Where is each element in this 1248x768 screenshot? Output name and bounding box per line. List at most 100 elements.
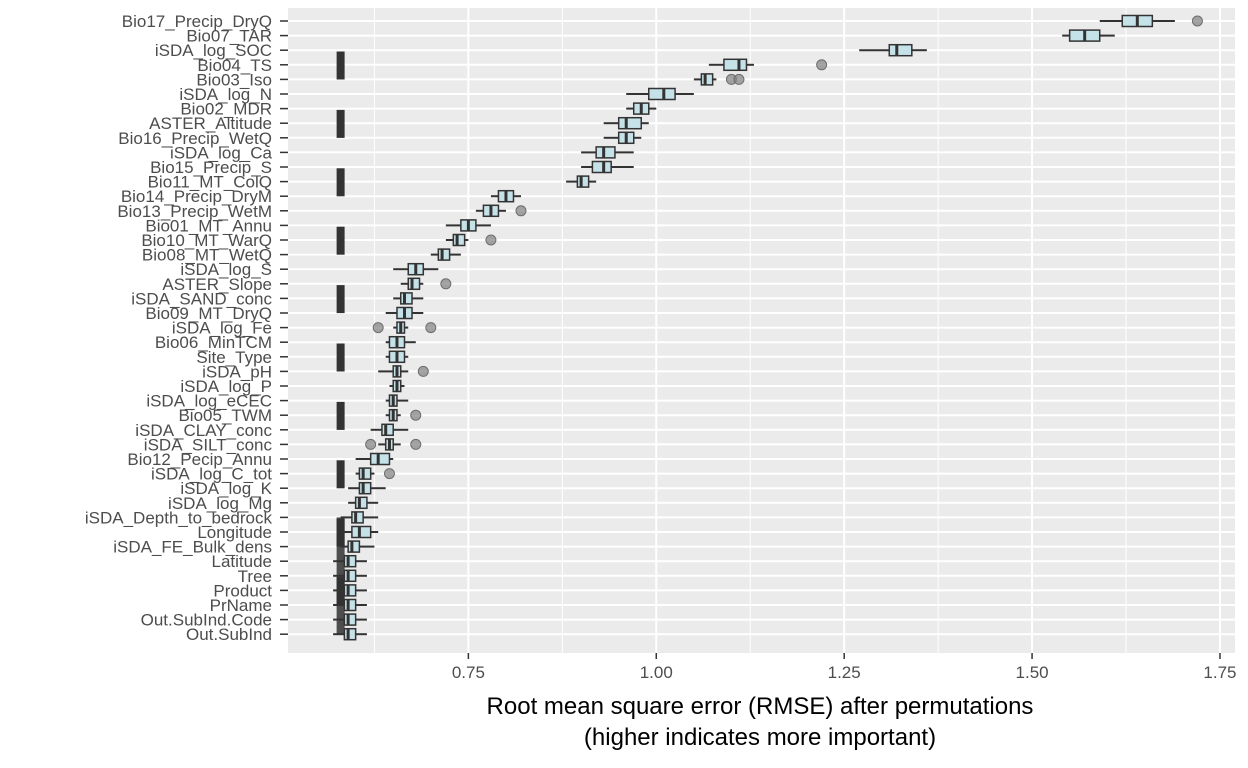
box-out-subind	[333, 627, 367, 641]
y-tick-label: iSDA_log_K	[180, 479, 272, 498]
y-tick-label: Bio08_MT_WetQ	[142, 246, 272, 265]
y-tick-label: Bio05_TWM	[178, 406, 272, 425]
box-bio02-mdr	[626, 102, 657, 115]
outlier-point	[733, 73, 745, 85]
box-isda-log-c-tot	[355, 467, 395, 480]
x-axis-subtitle: (higher indicates more important)	[584, 724, 936, 751]
baseline-dash	[336, 51, 345, 80]
y-tick-label: Site_Type	[196, 348, 272, 367]
y-tick-label: Bio12_Pecip_Annu	[127, 450, 272, 469]
x-tick-label: 0.75	[452, 663, 485, 682]
y-tick-label: Bio09_MT_DryQ	[145, 304, 272, 323]
box-series	[333, 14, 1203, 641]
y-tick-label: Out.SubInd	[186, 625, 272, 644]
outlier-point	[1191, 15, 1203, 27]
outlier-point	[410, 409, 422, 421]
iqr-box	[437, 248, 451, 261]
iqr-box	[343, 613, 357, 626]
box-isda-log-ca	[581, 146, 634, 159]
box-bio09-mt-dryq	[385, 306, 424, 320]
iqr-box	[576, 175, 590, 188]
y-tick-label: Bio02_MDR	[180, 100, 272, 119]
x-axis: 0.75 1.00 1.25 1.50 1.75	[452, 653, 1237, 682]
box-bio05-twm	[385, 408, 422, 422]
y-tick-label: Out.SubInd.Code	[141, 611, 272, 630]
y-tick-label: Bio17_Precip_DryQ	[122, 12, 272, 31]
box-tree	[333, 569, 367, 583]
x-tick-label: 1.75	[1203, 663, 1236, 682]
box-bio06-mintcm	[385, 335, 416, 349]
baseline-dash	[336, 460, 345, 489]
y-tick-label: iSDA_CLAY_conc	[135, 421, 272, 440]
plot-panel	[288, 8, 1235, 653]
iqr-box	[343, 554, 357, 568]
box-bio10-mt-warq	[445, 233, 497, 247]
box-bio15-precip-s	[581, 160, 634, 174]
y-axis-tick-labels: Bio17_Precip_DryQBio07_TARiSDA_log_SOCBi…	[85, 12, 288, 644]
box-bio12-pecip-annu	[355, 452, 394, 466]
iqr-box	[723, 58, 748, 72]
y-tick-label: Product	[213, 581, 272, 600]
outlier-point	[816, 59, 828, 71]
box-isda-log-ecec	[385, 394, 409, 407]
y-tick-label: Latitude	[212, 552, 273, 571]
baseline-dash	[336, 401, 345, 430]
box-longitude	[340, 525, 379, 539]
y-tick-label: ASTER_Slope	[162, 275, 272, 294]
baseline-dash	[336, 109, 345, 138]
box-isda-log-k	[348, 481, 386, 495]
iqr-box	[700, 73, 714, 86]
box-aster-altitude	[603, 116, 649, 130]
box-isda-depth-to-bedrock	[340, 511, 379, 524]
box-out-subind-code	[333, 613, 367, 626]
y-tick-label: ASTER_Altitude	[149, 114, 272, 133]
box-bio17-precip-dryq	[1099, 14, 1203, 28]
iqr-box	[351, 511, 364, 524]
box-isda-ph	[378, 365, 429, 378]
box-isda-clay-conc	[370, 423, 409, 437]
iqr-box	[347, 540, 361, 553]
box-product	[333, 584, 367, 597]
y-tick-label: Bio10_MT_WarQ	[141, 231, 272, 250]
iqr-box	[381, 423, 394, 437]
y-tick-label: Bio01_MT_Annu	[145, 216, 272, 235]
outlier-point	[425, 322, 437, 334]
iqr-box	[354, 496, 368, 510]
box-isda-log-mg	[348, 496, 379, 510]
y-tick-label: iSDA_pH	[202, 362, 272, 381]
iqr-box	[343, 627, 357, 641]
box-site-type	[385, 350, 409, 364]
outlier-point	[440, 278, 452, 290]
outlier-point	[372, 322, 384, 334]
y-tick-label: iSDA_FE_Bulk_dens	[113, 538, 272, 557]
box-isda-log-n	[626, 87, 694, 101]
y-tick-label: iSDA_SILT_conc	[144, 435, 273, 454]
y-tick-label: iSDA_log_P	[180, 377, 272, 396]
outlier-point	[417, 365, 429, 377]
y-tick-label: iSDA_Depth_to_bedrock	[85, 508, 273, 527]
box-isda-log-s	[393, 262, 439, 276]
box-isda-silt-conc	[365, 438, 422, 451]
iqr-box	[407, 277, 421, 291]
y-tick-label: Bio13_Precip_WetM	[117, 202, 272, 221]
iqr-box	[343, 598, 357, 612]
iqr-box	[399, 292, 413, 305]
y-tick-label: Bio11_MT_ColQ	[148, 173, 272, 192]
y-tick-label: iSDA_log_SOC	[155, 41, 272, 60]
box-isda-fe-bulk-dens	[340, 540, 375, 553]
y-tick-label: Longitude	[197, 523, 272, 542]
box-isda-log-soc	[859, 43, 927, 57]
y-tick-label: iSDA_log_Ca	[170, 143, 273, 162]
y-tick-label: Tree	[238, 567, 272, 586]
x-tick-label: 1.50	[1016, 663, 1049, 682]
outlier-point	[515, 205, 527, 217]
box-bio01-mt-annu	[445, 219, 491, 232]
y-tick-label: iSDA_log_C_tot	[151, 465, 272, 484]
baseline-dash	[336, 226, 345, 255]
y-tick-label: Bio04_TS	[197, 56, 272, 75]
grid-lines	[288, 8, 1235, 653]
box-bio03-iso	[693, 73, 745, 86]
box-aster-slope	[400, 277, 452, 291]
x-tick-label: 1.25	[828, 663, 861, 682]
y-tick-label: iSDA_log_Mg	[168, 494, 272, 513]
